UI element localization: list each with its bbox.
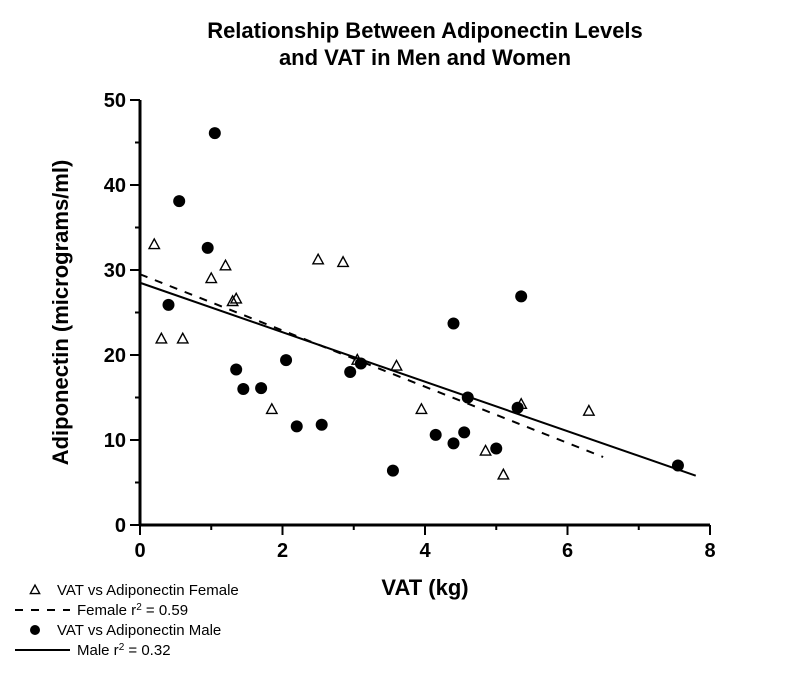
marker-male (448, 437, 460, 449)
marker-male (230, 363, 242, 375)
y-axis-label: Adiponectin (micrograms/ml) (48, 160, 73, 466)
marker-male (209, 127, 221, 139)
y-tick-label: 10 (104, 430, 126, 452)
legend-series-label: VAT vs Adiponectin Female (57, 582, 239, 599)
x-tick-label: 0 (134, 540, 145, 562)
marker-male (515, 290, 527, 302)
marker-male (237, 383, 249, 395)
x-tick-label: 8 (704, 540, 715, 562)
marker-male (202, 242, 214, 254)
marker-male (462, 392, 474, 404)
marker-male (255, 382, 267, 394)
marker-male (173, 195, 185, 207)
chart-title-line1: Relationship Between Adiponectin Levels (207, 18, 643, 43)
legend-series-label: VAT vs Adiponectin Male (57, 622, 221, 639)
legend-marker-male (30, 625, 40, 635)
chart-svg: Relationship Between Adiponectin Levelsa… (0, 0, 800, 700)
legend-fit-label: Female r2 = 0.59 (77, 602, 188, 620)
x-tick-label: 4 (419, 540, 431, 562)
x-axis-label: VAT (kg) (381, 575, 468, 600)
x-tick-label: 2 (277, 540, 288, 562)
y-tick-label: 20 (104, 345, 126, 367)
marker-male (490, 443, 502, 455)
marker-male (387, 465, 399, 477)
marker-male (512, 402, 524, 414)
marker-male (280, 354, 292, 366)
y-tick-label: 0 (115, 515, 126, 537)
marker-male (163, 299, 175, 311)
x-tick-label: 6 (562, 540, 573, 562)
y-tick-label: 40 (104, 175, 126, 197)
marker-male (355, 358, 367, 370)
marker-male (316, 419, 328, 431)
marker-male (291, 420, 303, 432)
marker-male (344, 366, 356, 378)
marker-male (672, 460, 684, 472)
y-tick-label: 50 (104, 90, 126, 112)
chart-container: Relationship Between Adiponectin Levelsa… (0, 0, 800, 700)
marker-male (448, 318, 460, 330)
chart-title-line2: and VAT in Men and Women (279, 45, 571, 70)
marker-male (458, 426, 470, 438)
legend-fit-label: Male r2 = 0.32 (77, 642, 171, 660)
marker-male (430, 429, 442, 441)
y-tick-label: 30 (104, 260, 126, 282)
